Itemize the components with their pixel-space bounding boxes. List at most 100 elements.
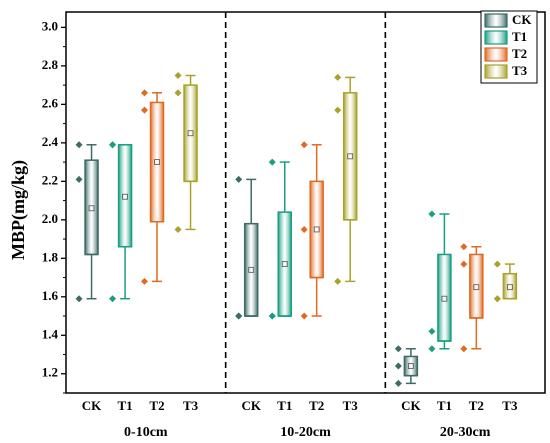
data-point <box>109 141 117 149</box>
y-tick-label: 1.2 <box>42 365 58 380</box>
series-t3 <box>174 72 518 303</box>
x-category-label: CK <box>82 398 102 413</box>
x-category-label: T1 <box>117 398 132 413</box>
mean-marker <box>154 159 160 165</box>
data-point <box>174 89 182 97</box>
plot-border <box>65 11 546 394</box>
x-axis-labels: CK T1 T2 T3 0-10cm CK T1 T2 T3 10-20cm CK T1 T2 T3 20-… <box>82 398 518 440</box>
box-body <box>437 253 452 342</box>
data-point <box>300 312 308 320</box>
data-point <box>334 73 342 81</box>
box-body <box>502 272 518 300</box>
y-tick-label: 2.0 <box>42 211 58 226</box>
data-point <box>493 295 501 303</box>
data-point <box>141 89 149 97</box>
x-category-label: T2 <box>149 398 164 413</box>
data-point <box>75 141 83 149</box>
data-point <box>394 362 402 370</box>
data-point <box>394 379 402 387</box>
box-body <box>243 222 259 317</box>
data-point <box>460 345 468 353</box>
y-tick-label: 3.0 <box>42 18 58 33</box>
mean-marker <box>473 284 480 291</box>
box-t3-20-30cm <box>493 260 518 303</box>
x-group-label: 0-10cm <box>124 425 168 440</box>
mean-marker <box>248 266 255 273</box>
data-point <box>493 260 501 268</box>
y-axis-ticks: 1.2 1.4 1.6 1.8 2.0 2.2 2.4 2.6 2.8 3.0 <box>42 18 66 394</box>
legend: CK T1 T2 T3 <box>480 10 538 84</box>
data-point <box>460 243 468 251</box>
legend-swatch-t1 <box>484 30 508 45</box>
data-point <box>75 295 83 303</box>
data-point <box>334 106 342 114</box>
box-t3-10-20cm <box>334 73 358 285</box>
y-tick-label: 2.6 <box>42 95 59 110</box>
data-point <box>109 295 117 303</box>
box-t1-0-10cm <box>109 141 133 303</box>
legend-label-t1: T1 <box>512 29 527 44</box>
x-group-label: 10-20cm <box>280 425 331 440</box>
box-body <box>149 101 165 223</box>
y-axis-title: MBP(mg/kg) <box>8 160 29 260</box>
data-point <box>235 312 243 320</box>
mean-marker <box>122 193 128 200</box>
data-point <box>174 72 182 79</box>
mean-marker <box>506 284 513 291</box>
x-category-label: CK <box>241 398 261 413</box>
y-tick-label: 2.8 <box>42 57 59 72</box>
box-t2-10-20cm <box>300 141 324 320</box>
data-point <box>428 327 436 335</box>
data-point <box>300 225 308 233</box>
x-category-label: T3 <box>502 398 518 413</box>
series-t2 <box>141 89 484 353</box>
x-category-label: T3 <box>343 398 359 413</box>
x-category-label: CK <box>401 398 421 413</box>
data-point <box>268 158 276 166</box>
mean-marker <box>441 295 448 302</box>
legend-swatch-t3 <box>484 64 508 79</box>
box-t2-0-10cm <box>141 89 165 285</box>
box-ck-20-30cm <box>394 345 419 387</box>
legend-swatch-ck <box>484 13 508 28</box>
box-ck-10-20cm <box>235 175 259 320</box>
mean-marker <box>281 261 288 267</box>
data-point <box>428 210 436 218</box>
mean-marker <box>347 153 354 160</box>
plot-frame <box>65 11 546 394</box>
data-point <box>141 106 149 114</box>
data-point <box>334 277 342 285</box>
box-series <box>75 72 518 387</box>
group-separators <box>224 12 387 393</box>
box-t2-20-30cm <box>460 243 484 353</box>
box-t1-20-30cm <box>428 210 452 353</box>
series-ck <box>75 141 419 387</box>
y-tick-label: 1.8 <box>42 249 59 264</box>
x-category-label: T3 <box>183 398 199 413</box>
series-t1 <box>109 141 452 353</box>
box-body <box>342 92 358 221</box>
mean-marker <box>187 130 194 137</box>
data-point <box>460 260 468 268</box>
y-tick-label: 1.6 <box>42 288 59 303</box>
data-point <box>75 175 83 183</box>
data-point <box>300 141 308 149</box>
box-body <box>403 355 419 377</box>
box-body <box>183 84 198 183</box>
box-ck-0-10cm <box>75 141 99 303</box>
data-point <box>428 345 436 353</box>
box-body <box>309 180 324 279</box>
box-body <box>84 159 99 256</box>
data-point <box>174 225 182 233</box>
data-point <box>235 175 243 183</box>
box-body <box>277 211 292 317</box>
y-tick-label: 1.4 <box>42 326 59 341</box>
mean-marker <box>407 363 414 369</box>
box-body <box>469 253 484 319</box>
box-body <box>117 144 133 248</box>
box-t3-0-10cm <box>174 72 198 233</box>
x-category-label: T2 <box>309 398 324 413</box>
x-group-label: 20-30cm <box>440 425 491 440</box>
y-tick-label: 2.4 <box>42 134 59 149</box>
box-t1-10-20cm <box>268 158 292 320</box>
